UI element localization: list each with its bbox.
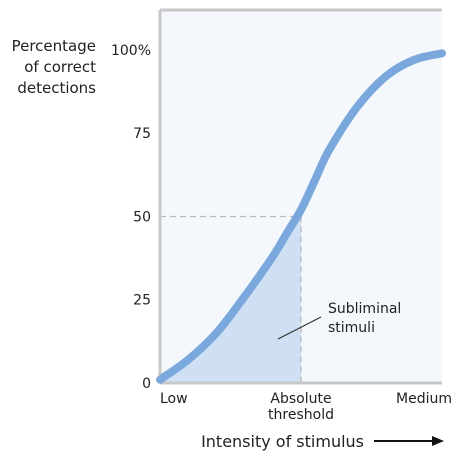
- y-axis-label-line: detections: [17, 79, 96, 97]
- y-axis-label: Percentage of correct detections: [4, 36, 96, 99]
- x-axis-arrow-head: [432, 436, 444, 446]
- annotation-label: Subliminal: [328, 301, 401, 317]
- y-axis-label-line: of correct: [24, 58, 96, 76]
- annotation-leader: [277, 316, 322, 340]
- y-tick-label: 0: [142, 376, 151, 392]
- y-tick-label: 50: [133, 209, 151, 225]
- series-line: [156, 49, 446, 384]
- subliminal-region: [160, 209, 301, 383]
- annotation-label: stimuli: [328, 320, 375, 336]
- y-tick-label: 100%: [111, 43, 151, 59]
- y-axis-label-line: Percentage: [11, 37, 96, 55]
- x-axis-label: Intensity of stimulus: [201, 432, 364, 451]
- x-tick-label: Medium: [396, 391, 452, 407]
- x-tick-label: Low: [160, 391, 188, 407]
- x-tick-label: Absolute: [270, 391, 331, 407]
- y-tick-label: 75: [133, 126, 151, 142]
- x-tick-label: threshold: [268, 407, 334, 423]
- y-tick-label: 25: [133, 293, 151, 309]
